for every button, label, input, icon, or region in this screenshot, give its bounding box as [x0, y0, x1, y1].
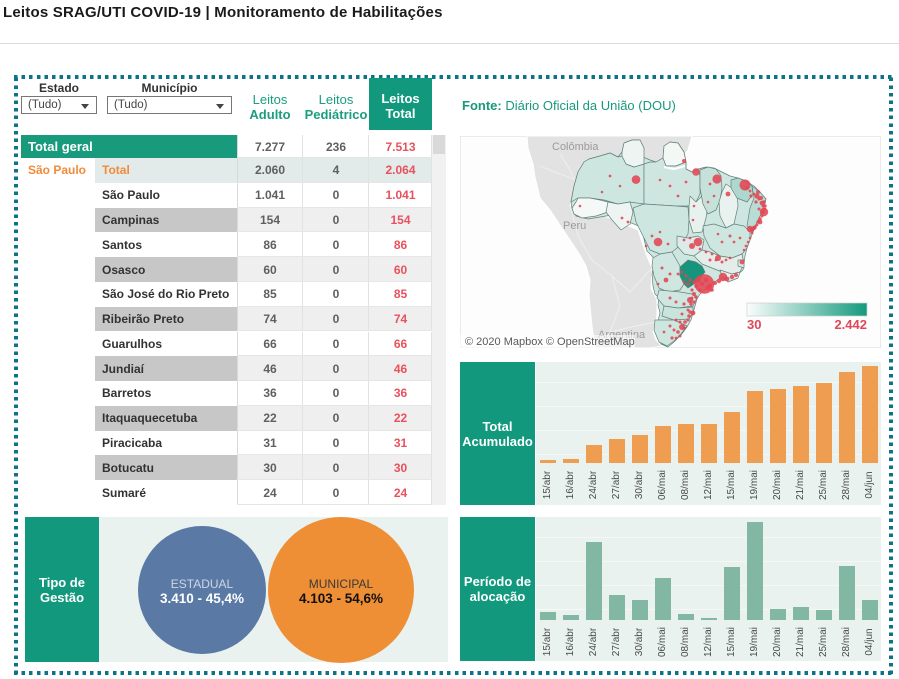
svg-text:30: 30: [747, 317, 761, 332]
svg-text:2.442: 2.442: [834, 317, 867, 332]
svg-text:Colômbia: Colômbia: [552, 141, 599, 153]
svg-text:Peru: Peru: [563, 220, 586, 232]
svg-text:© 2020 Mapbox © OpenStreetMap: © 2020 Mapbox © OpenStreetMap: [465, 336, 635, 348]
